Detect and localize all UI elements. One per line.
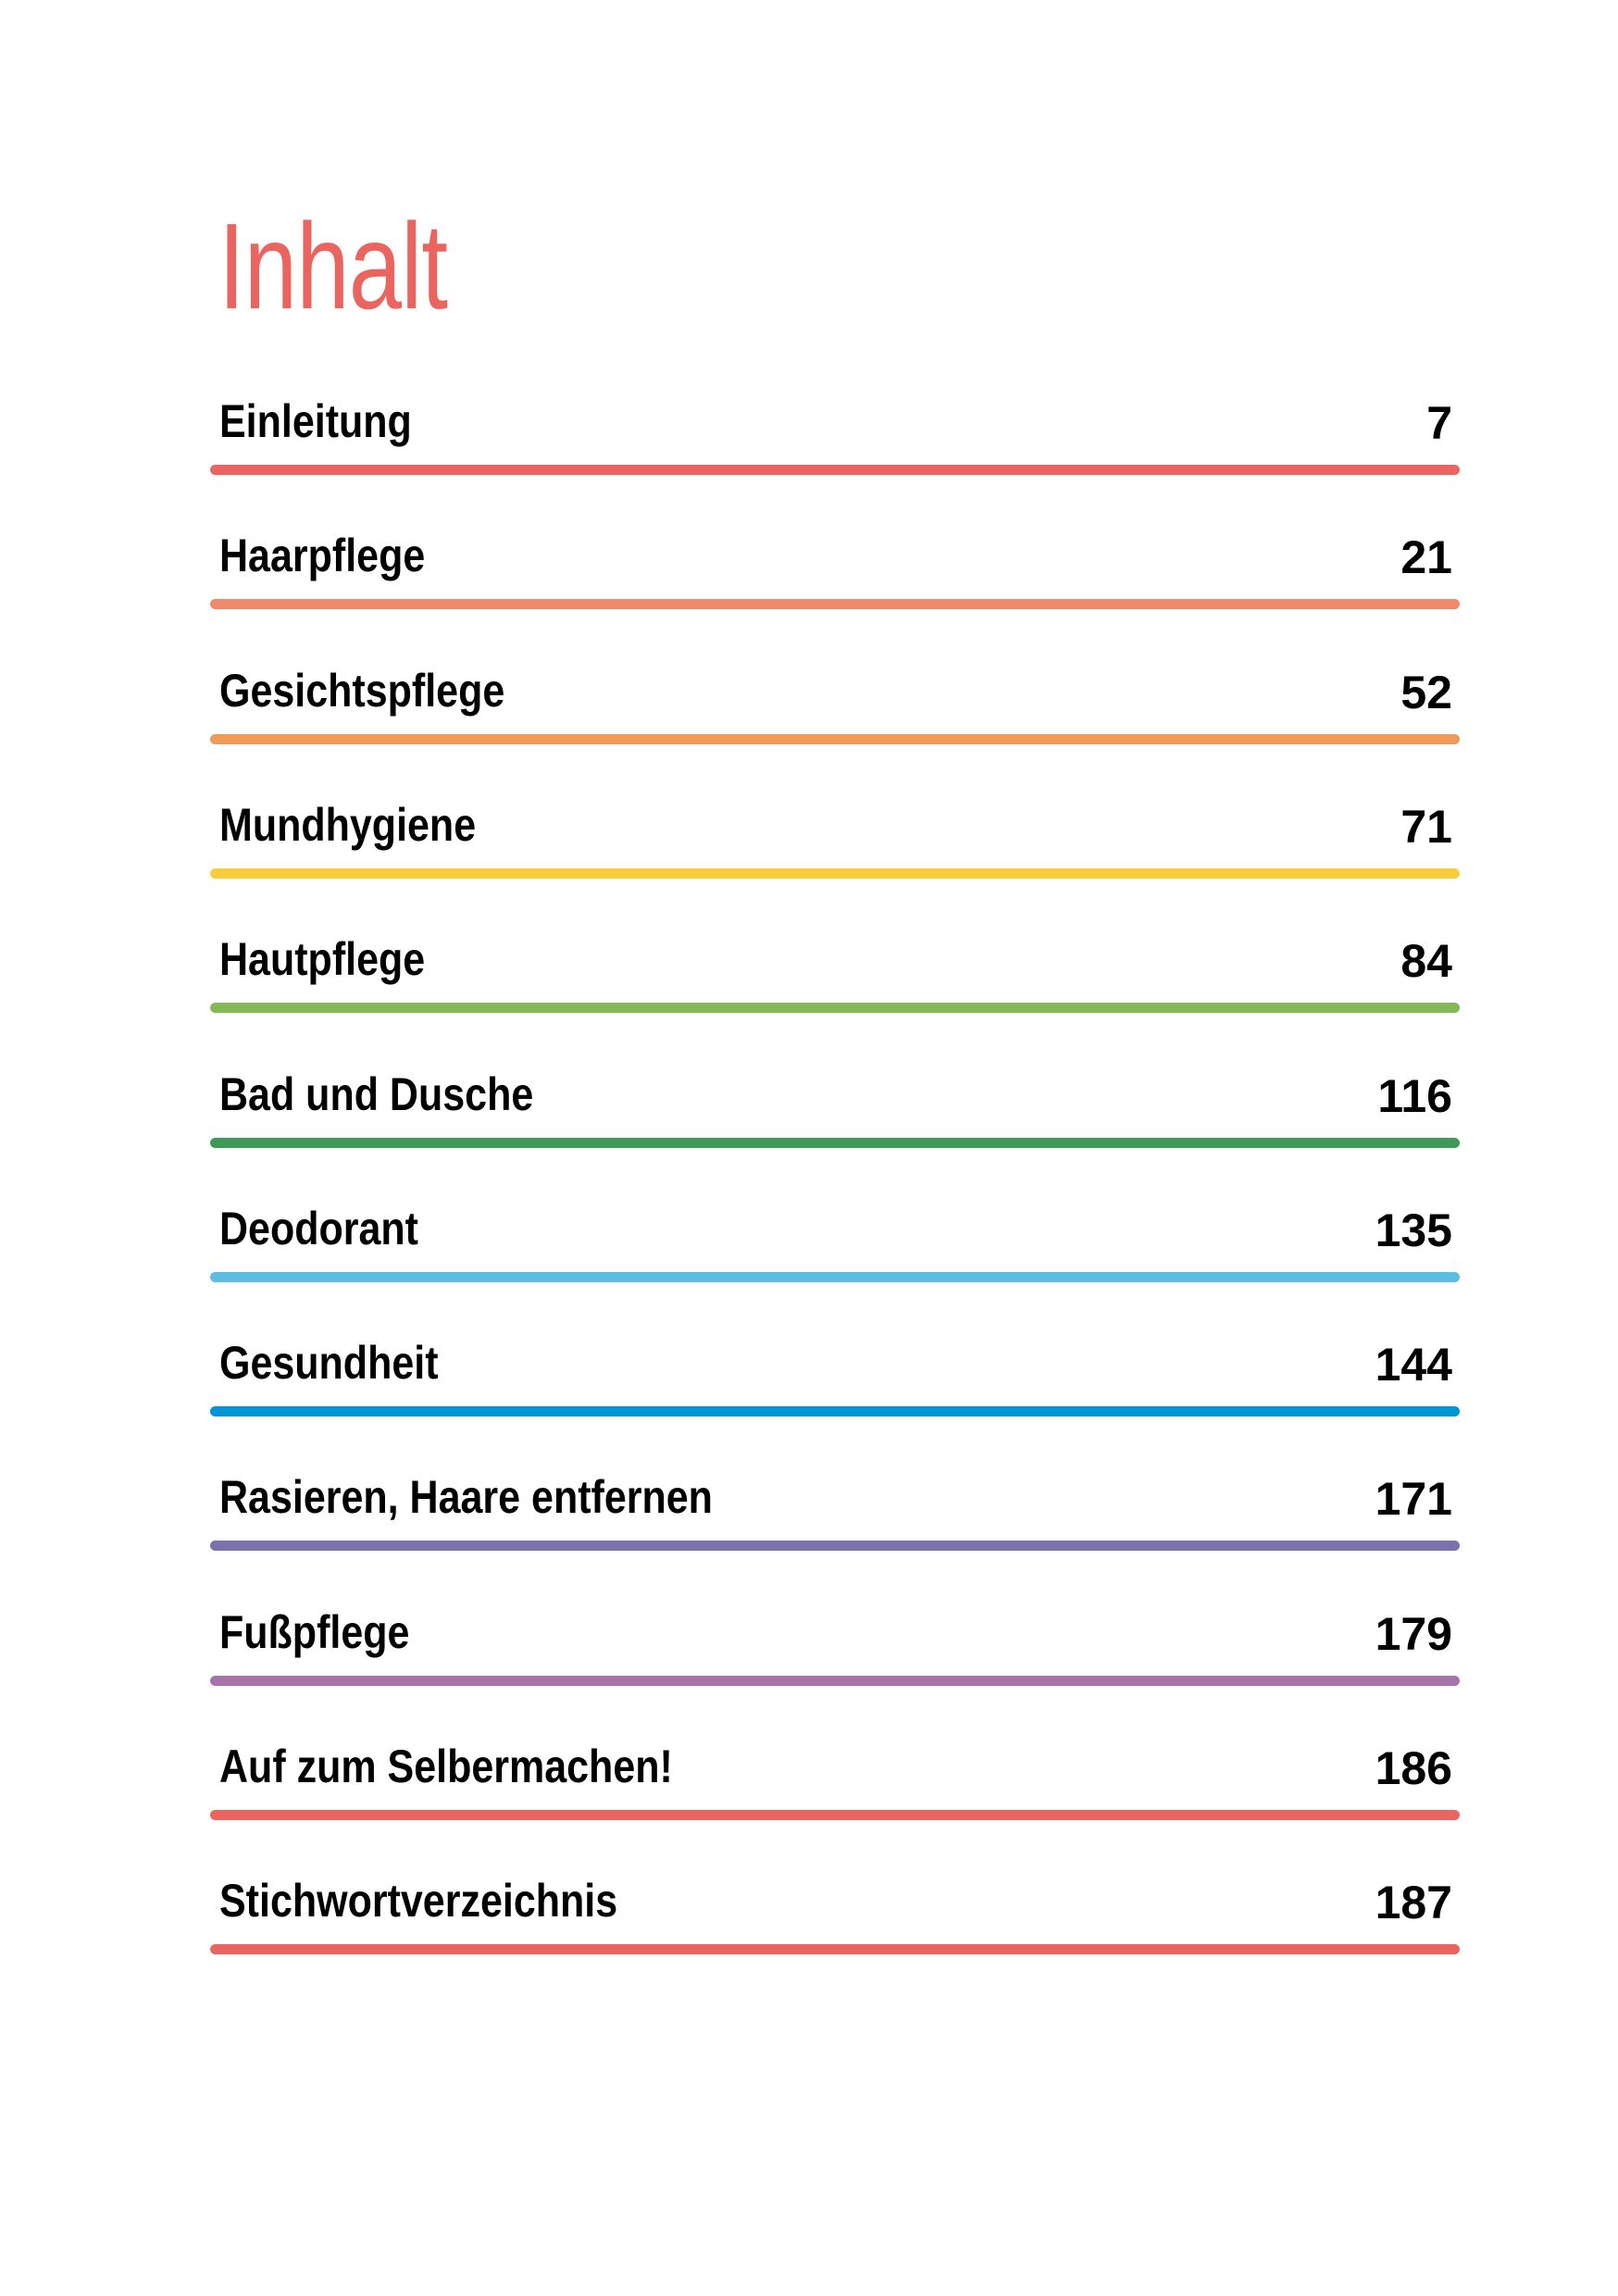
toc-entry-label: Bad und Dusche <box>219 1067 534 1120</box>
toc-divider <box>210 1675 1460 1686</box>
toc-entry[interactable]: Fußpflege 179 <box>210 1583 1460 1717</box>
toc-entry-page: 187 <box>1375 1877 1452 1929</box>
toc-entry-page: 135 <box>1375 1204 1452 1256</box>
toc-entry[interactable]: Rasieren, Haare entfernen 171 <box>210 1448 1460 1582</box>
toc-entry-page: 179 <box>1375 1607 1452 1660</box>
toc-entry[interactable]: Gesundheit 144 <box>210 1314 1460 1448</box>
toc-entry[interactable]: Stichwortverzeichnis 187 <box>210 1852 1460 1986</box>
toc-entry-label: Gesichtspflege <box>219 664 505 717</box>
toc-divider <box>210 1406 1460 1417</box>
toc-entry-page: 171 <box>1375 1473 1452 1526</box>
toc-entry-label: Fußpflege <box>219 1605 410 1658</box>
toc-entry-label: Rasieren, Haare entfernen <box>219 1471 713 1524</box>
toc-entry-label: Hautpflege <box>219 933 426 986</box>
toc-entry-label: Haarpflege <box>219 530 426 582</box>
toc-entry-page: 84 <box>1400 935 1452 988</box>
toc-entry[interactable]: Hautpflege 84 <box>210 910 1460 1044</box>
toc-divider <box>210 599 1460 610</box>
toc-entry[interactable]: Einleitung 7 <box>210 372 1460 506</box>
toc-divider <box>210 867 1460 879</box>
toc-entry[interactable]: Auf zum Selbermachen! 186 <box>210 1717 1460 1852</box>
toc-divider <box>210 465 1460 475</box>
toc-entry-page: 52 <box>1400 666 1452 718</box>
toc-divider <box>210 1810 1460 1820</box>
toc-entry[interactable]: Mundhygiene 71 <box>210 776 1460 910</box>
toc-entry-label: Mundhygiene <box>219 798 477 851</box>
toc-entry-label: Stichwortverzeichnis <box>219 1875 618 1928</box>
toc-entry-page: 21 <box>1400 531 1452 584</box>
toc-entry-page: 116 <box>1377 1069 1452 1122</box>
toc-entry-page: 186 <box>1375 1742 1452 1794</box>
toc-divider <box>210 1271 1460 1282</box>
toc-entry-page: 7 <box>1426 397 1452 449</box>
toc-entry-label: Deodorant <box>219 1202 418 1254</box>
toc-entry-label: Gesundheit <box>219 1337 439 1390</box>
toc-entry-page: 144 <box>1375 1339 1452 1391</box>
toc-divider <box>210 1944 1460 1955</box>
toc-divider <box>210 1137 1460 1148</box>
toc-entry[interactable]: Bad und Dusche 116 <box>210 1045 1460 1179</box>
toc-entry[interactable]: Gesichtspflege 52 <box>210 642 1460 776</box>
toc-entry-page: 71 <box>1400 800 1452 853</box>
toc-divider <box>210 1003 1460 1014</box>
toc-entry-label: Auf zum Selbermachen! <box>219 1741 673 1792</box>
toc-entry-label: Einleitung <box>219 395 412 447</box>
toc-entry[interactable]: Deodorant 135 <box>210 1179 1460 1314</box>
page-title: Inhalt <box>218 198 448 334</box>
toc-divider <box>210 1541 1460 1552</box>
toc-entry[interactable]: Haarpflege 21 <box>210 506 1460 641</box>
toc-divider <box>210 733 1460 744</box>
